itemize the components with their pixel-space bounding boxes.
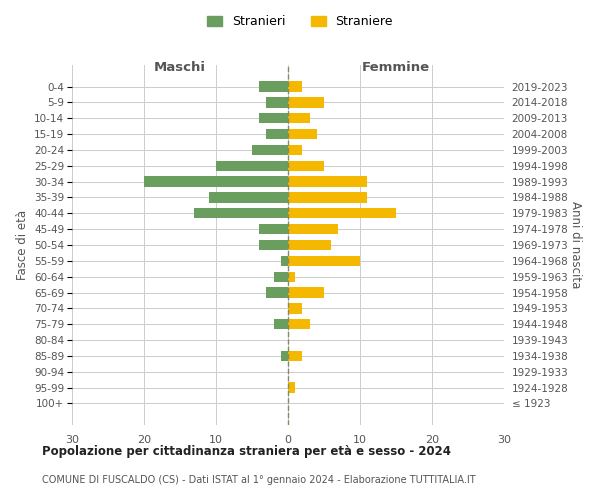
Bar [209,192,288,202]
Text: Popolazione per cittadinanza straniera per età e sesso - 2024: Popolazione per cittadinanza straniera p… [42,445,451,458]
Bar [266,97,288,108]
Bar [194,208,288,218]
Bar [288,288,324,298]
Bar [288,113,310,124]
Bar [288,224,338,234]
Bar [274,272,288,282]
Bar [288,176,367,187]
Text: Maschi: Maschi [154,61,206,74]
Bar [288,256,360,266]
Bar [281,256,288,266]
Bar [266,288,288,298]
Bar [288,145,302,155]
Bar [266,129,288,139]
Text: Femmine: Femmine [362,61,430,74]
Bar [288,303,302,314]
Bar [288,160,324,171]
Bar [144,176,288,187]
Bar [281,351,288,361]
Bar [288,240,331,250]
Bar [259,224,288,234]
Bar [259,240,288,250]
Bar [288,97,324,108]
Bar [288,82,302,92]
Bar [288,208,396,218]
Bar [274,319,288,330]
Y-axis label: Anni di nascita: Anni di nascita [569,202,582,288]
Bar [288,319,310,330]
Bar [288,272,295,282]
Bar [216,160,288,171]
Y-axis label: Fasce di età: Fasce di età [16,210,29,280]
Bar [288,351,302,361]
Bar [252,145,288,155]
Text: COMUNE DI FUSCALDO (CS) - Dati ISTAT al 1° gennaio 2024 - Elaborazione TUTTITALI: COMUNE DI FUSCALDO (CS) - Dati ISTAT al … [42,475,476,485]
Legend: Stranieri, Straniere: Stranieri, Straniere [203,11,397,32]
Bar [259,113,288,124]
Bar [288,129,317,139]
Bar [288,192,367,202]
Bar [259,82,288,92]
Bar [288,382,295,393]
